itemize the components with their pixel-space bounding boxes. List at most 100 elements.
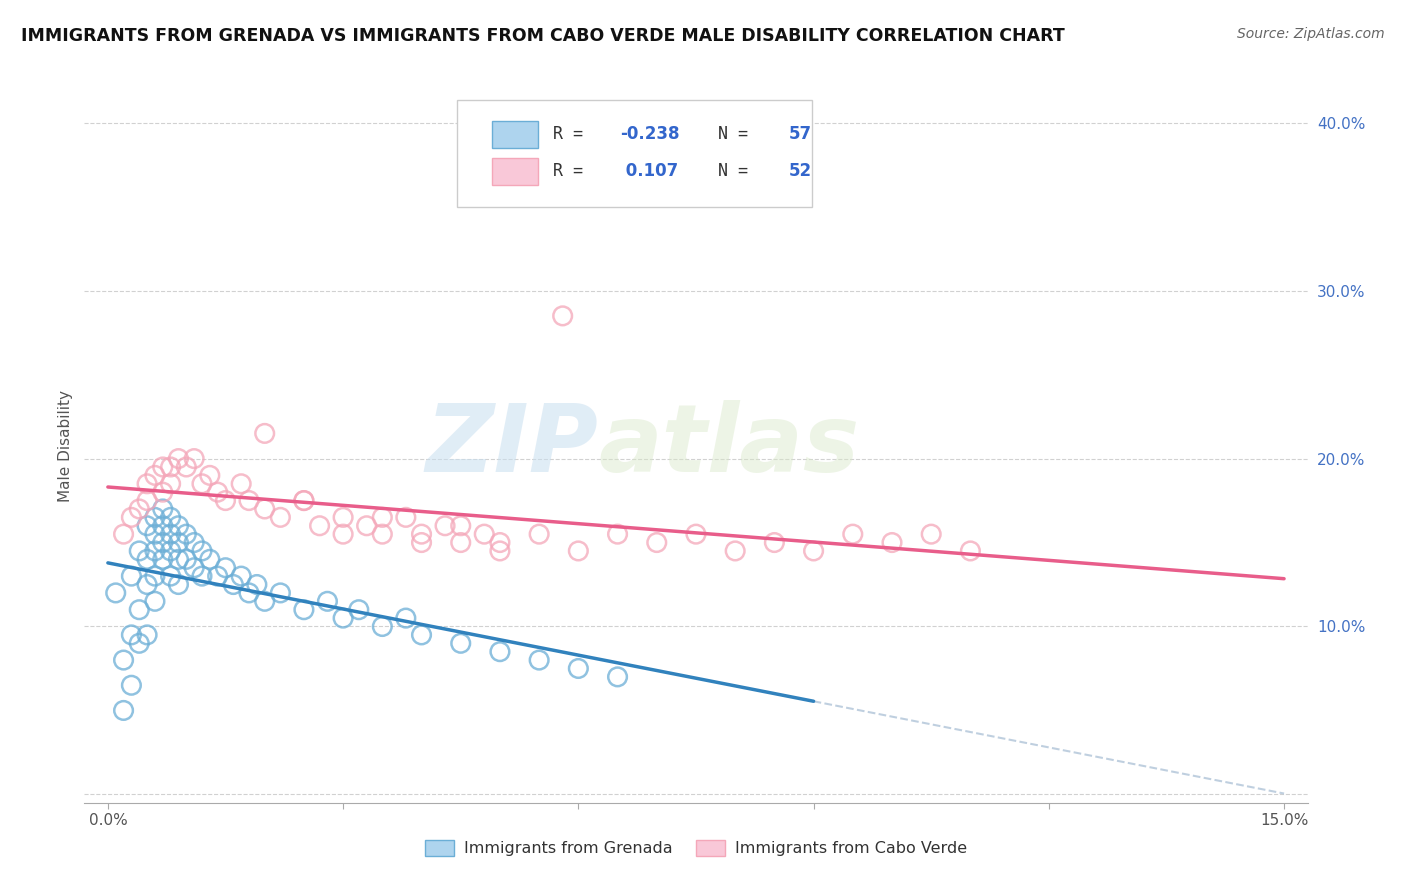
Point [253, 594, 276, 608]
Point [152, 485, 174, 500]
Point [152, 502, 174, 516]
Point [308, 518, 330, 533]
Point [143, 569, 166, 583]
Point [395, 611, 418, 625]
Point [191, 569, 214, 583]
Point [842, 527, 865, 541]
Point [527, 653, 550, 667]
Point [214, 560, 236, 574]
Point [191, 476, 214, 491]
Point [685, 527, 707, 541]
Y-axis label: Male Disability: Male Disability [58, 390, 73, 502]
Point [645, 535, 668, 549]
Point [143, 544, 166, 558]
Point [152, 535, 174, 549]
Point [551, 309, 574, 323]
Point [112, 703, 135, 717]
Point [152, 518, 174, 533]
Point [167, 451, 190, 466]
Point [411, 527, 433, 541]
Point [347, 603, 370, 617]
Point [143, 594, 166, 608]
Point [104, 586, 127, 600]
Point [136, 476, 159, 491]
Point [167, 535, 190, 549]
Point [332, 510, 354, 524]
Point [152, 460, 174, 475]
Point [136, 552, 159, 566]
Point [253, 502, 276, 516]
Point [174, 552, 197, 566]
Point [128, 502, 150, 516]
Point [207, 569, 229, 583]
Point [143, 468, 166, 483]
Point [231, 476, 253, 491]
Point [198, 552, 221, 566]
Point [269, 586, 291, 600]
Point [214, 493, 236, 508]
Text: Source: ZipAtlas.com: Source: ZipAtlas.com [1237, 27, 1385, 41]
Point [174, 527, 197, 541]
Text: 52: 52 [789, 162, 813, 180]
Point [920, 527, 942, 541]
Text: ZIP: ZIP [425, 400, 598, 492]
Point [120, 678, 142, 692]
Point [191, 544, 214, 558]
Point [356, 518, 378, 533]
Point [489, 645, 512, 659]
Point [246, 577, 269, 591]
Point [880, 535, 903, 549]
Point [489, 535, 512, 549]
Point [411, 535, 433, 549]
Point [112, 653, 135, 667]
Point [434, 518, 457, 533]
FancyBboxPatch shape [457, 100, 813, 207]
Point [112, 527, 135, 541]
Point [152, 552, 174, 566]
Text: R =: R = [553, 162, 593, 180]
Point [222, 577, 245, 591]
Point [120, 510, 142, 524]
Point [238, 586, 260, 600]
Point [371, 510, 394, 524]
Point [450, 636, 472, 650]
Point [136, 493, 159, 508]
Point [143, 527, 166, 541]
Point [371, 527, 394, 541]
Point [120, 628, 142, 642]
Point [527, 527, 550, 541]
Point [183, 535, 205, 549]
Point [136, 628, 159, 642]
Point [128, 544, 150, 558]
Point [724, 544, 747, 558]
Point [174, 460, 197, 475]
Point [332, 527, 354, 541]
Point [128, 636, 150, 650]
Point [159, 569, 181, 583]
Text: 0.107: 0.107 [620, 162, 678, 180]
Point [183, 451, 205, 466]
Point [253, 426, 276, 441]
Point [159, 460, 181, 475]
Point [411, 628, 433, 642]
FancyBboxPatch shape [492, 158, 538, 185]
Point [332, 611, 354, 625]
Point [292, 603, 315, 617]
Point [128, 603, 150, 617]
Point [167, 577, 190, 591]
Point [136, 577, 159, 591]
FancyBboxPatch shape [492, 120, 538, 148]
Point [159, 476, 181, 491]
Point [395, 510, 418, 524]
Point [450, 535, 472, 549]
Text: N =: N = [718, 162, 758, 180]
Point [159, 527, 181, 541]
Point [316, 594, 339, 608]
Point [472, 527, 495, 541]
Legend: Immigrants from Grenada, Immigrants from Cabo Verde: Immigrants from Grenada, Immigrants from… [419, 833, 973, 863]
Text: 57: 57 [789, 125, 813, 143]
Point [198, 468, 221, 483]
Point [183, 560, 205, 574]
Point [606, 670, 628, 684]
Point [167, 552, 190, 566]
